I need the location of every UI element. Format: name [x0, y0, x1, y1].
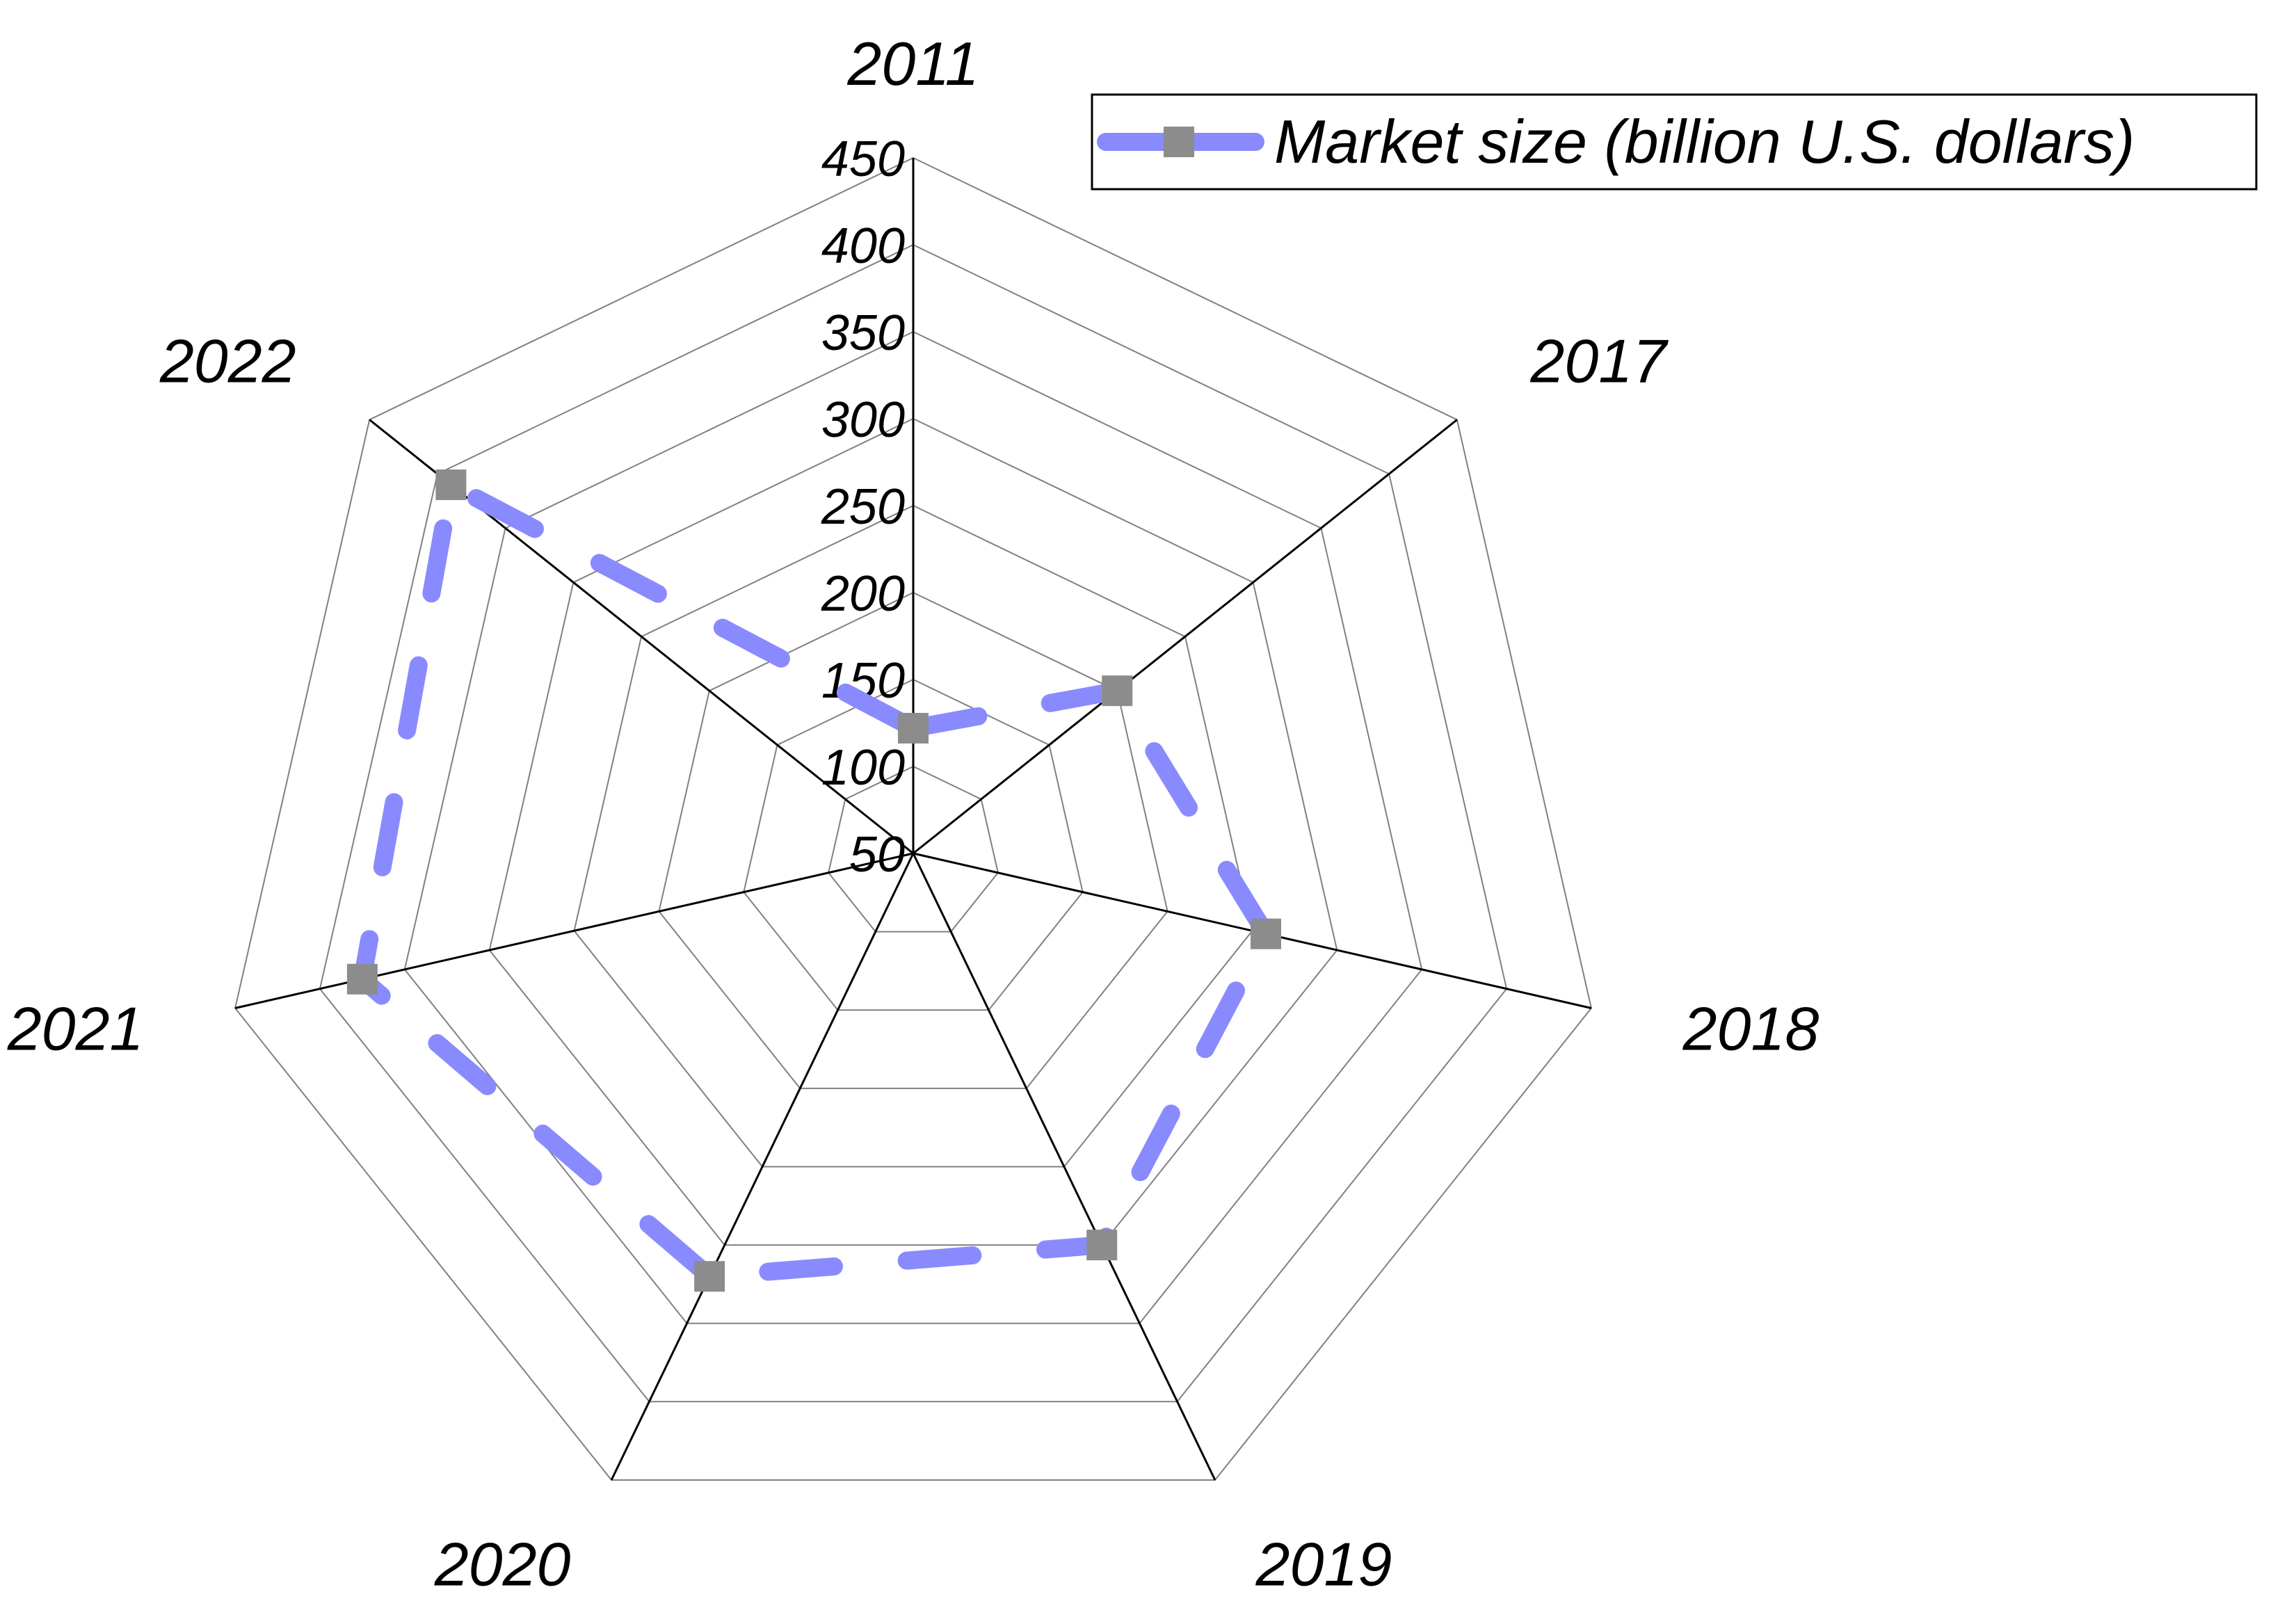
grid-ring — [828, 765, 999, 933]
grid-ring — [658, 591, 1168, 1089]
grid-ring — [234, 156, 1592, 1481]
spoke-2021 — [234, 852, 914, 1009]
data-point-2019 — [1086, 1230, 1118, 1261]
data-point-2011 — [898, 713, 929, 743]
data-point-2018 — [1251, 918, 1281, 949]
spoke-2017 — [913, 419, 1458, 855]
data-point-2020 — [694, 1261, 725, 1292]
category-label-2011: 2011 — [846, 29, 979, 98]
category-label-2018: 2018 — [1682, 995, 1820, 1063]
data-point-2017 — [1102, 675, 1133, 707]
data-point-2022 — [435, 469, 467, 500]
category-label-2022: 2022 — [159, 326, 296, 395]
legend-box — [1091, 93, 2258, 191]
category-label-2019: 2019 — [1255, 1530, 1392, 1599]
series-market-size — [346, 469, 1281, 1292]
category-label-2017: 2017 — [1529, 326, 1669, 395]
spoke-2019 — [912, 853, 1216, 1481]
r-tick-label: 450 — [821, 131, 905, 187]
legend-marker-sample — [1164, 127, 1194, 157]
data-point-2021 — [346, 963, 378, 995]
legend: Market size (billion U.S. dollars) — [1091, 93, 2258, 191]
grid-ring — [573, 504, 1253, 1168]
grid — [234, 156, 1592, 1481]
category-label-2021: 2021 — [7, 995, 144, 1063]
grid-ring — [743, 678, 1084, 1011]
grid-ring — [403, 330, 1423, 1324]
series-line — [353, 476, 1275, 1286]
r-tick-label: 50 — [849, 827, 905, 883]
category-label-2020: 2020 — [434, 1530, 571, 1599]
r-tick-label: 100 — [821, 740, 905, 796]
r-tick-label: 200 — [821, 566, 905, 622]
grid-ring — [319, 243, 1508, 1403]
r-tick-label: 400 — [821, 218, 905, 274]
r-tick-label: 250 — [821, 479, 905, 535]
legend-label: Market size (billion U.S. dollars) — [1274, 107, 2135, 176]
spoke-2020 — [610, 853, 915, 1481]
r-tick-label: 300 — [821, 392, 905, 448]
category-labels: 2011 2017 2018 2019 2020 2021 2022 — [7, 29, 1820, 1599]
r-tick-label: 350 — [821, 305, 905, 361]
grid-ring — [488, 417, 1338, 1246]
